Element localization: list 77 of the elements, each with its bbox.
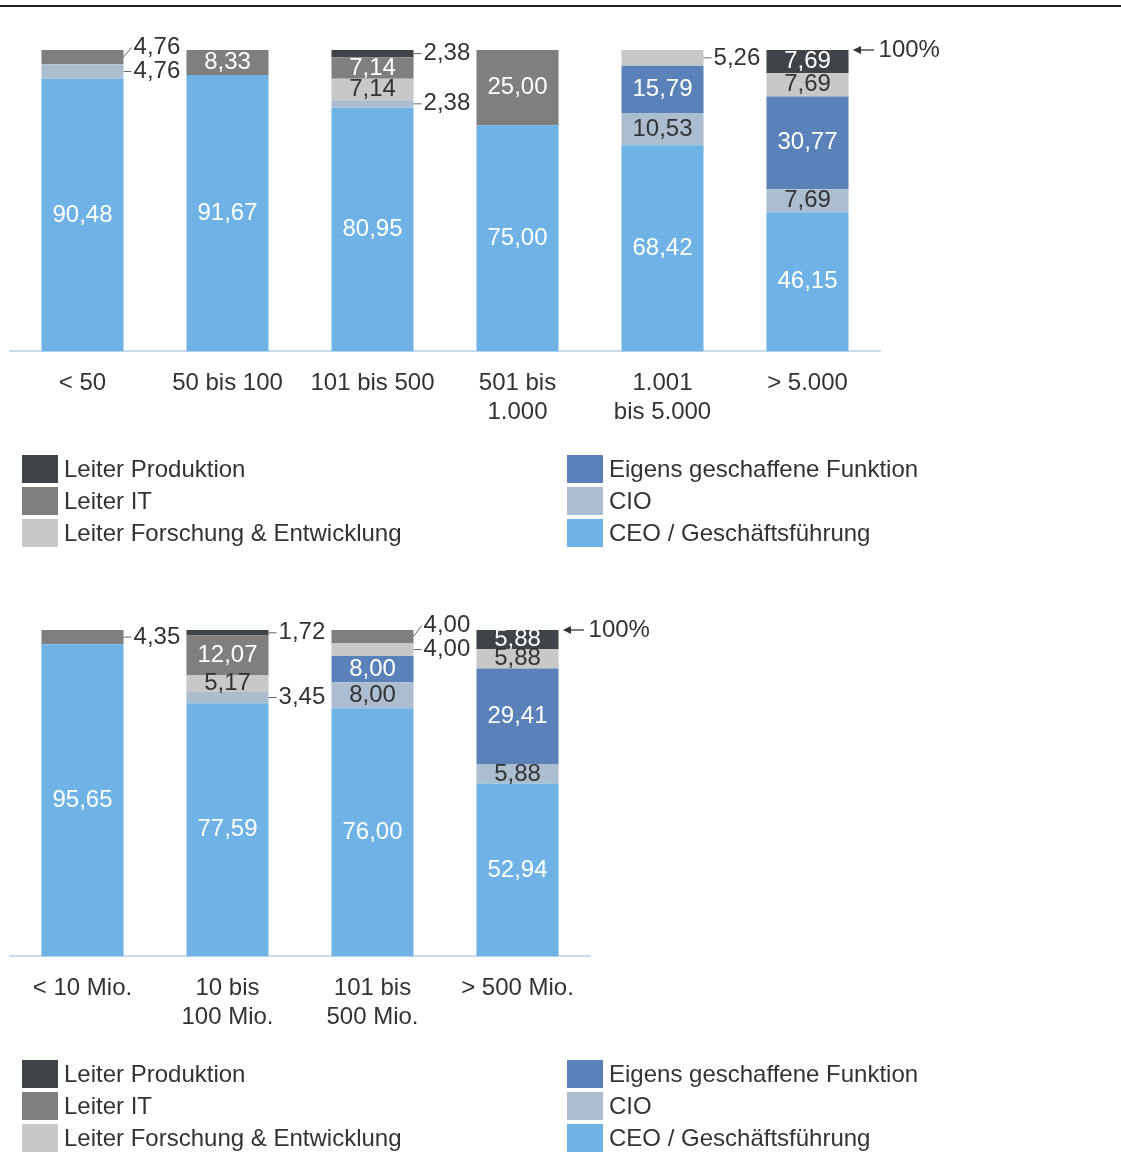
- legend-label: Eigens geschaffene Funktion: [609, 1060, 919, 1088]
- legend-label: CIO: [609, 1092, 652, 1120]
- bar: [331, 100, 414, 108]
- legend-label: Eigens geschaffene Funktion: [609, 455, 919, 483]
- bar: [476, 125, 559, 352]
- data-label: 10,53: [632, 113, 693, 141]
- data-label: 7,14: [349, 52, 396, 80]
- legend-label: CEO / Geschäftsführung: [609, 519, 871, 547]
- bar: [331, 630, 414, 644]
- data-label: 91,67: [197, 197, 258, 225]
- bar: [41, 78, 124, 352]
- legend-label: Leiter Forschung & Entwicklung: [64, 1124, 402, 1152]
- bar: [41, 64, 124, 79]
- data-label: 4,35: [133, 621, 181, 649]
- annotation: 100%: [588, 614, 650, 642]
- bar: [186, 75, 269, 352]
- legend-label: Leiter Produktion: [64, 455, 246, 483]
- data-label: 46,15: [777, 266, 838, 294]
- legend-label: CEO / Geschäftsführung: [609, 1124, 871, 1152]
- data-label: 8,33: [204, 47, 251, 75]
- data-label: 7,69: [784, 185, 831, 213]
- data-label: 29,41: [487, 701, 548, 729]
- bar: [766, 212, 849, 352]
- bar: [476, 783, 559, 957]
- bar: [186, 703, 269, 957]
- data-label: 75,00: [487, 223, 548, 250]
- bar: [331, 708, 414, 957]
- data-label: 2,38: [423, 38, 471, 66]
- data-label: 8,00: [349, 679, 396, 707]
- legend-label: Leiter IT: [64, 487, 153, 515]
- data-label: 95,65: [52, 784, 113, 812]
- x-tick-label: 50 bis 100: [172, 368, 283, 396]
- bar: [476, 50, 559, 126]
- data-label: 8,00: [349, 653, 396, 681]
- data-label: 2,38: [423, 88, 471, 116]
- legend-label: CIO: [609, 487, 652, 515]
- annotation: 100%: [878, 34, 940, 62]
- data-label: 25,00: [487, 72, 548, 100]
- bar: [331, 643, 414, 657]
- data-label: 77,59: [197, 814, 258, 842]
- data-label: 52,94: [487, 854, 548, 882]
- bar: [766, 96, 849, 190]
- bar: [186, 691, 269, 704]
- data-label: 15,79: [632, 74, 693, 102]
- x-tick-label: 501 bis 1.000: [478, 368, 557, 425]
- data-label: 80,95: [342, 214, 403, 242]
- data-label: 90,48: [52, 199, 113, 227]
- data-label: 5,88: [494, 758, 541, 786]
- x-tick-label: < 50: [58, 368, 107, 396]
- bar: [621, 145, 704, 352]
- bar: [186, 630, 269, 636]
- x-tick-label: 101 bis 500: [310, 368, 435, 396]
- data-label: 12,07: [197, 639, 258, 667]
- data-label: 3,45: [278, 682, 326, 710]
- legend-label: Leiter Produktion: [64, 1060, 246, 1088]
- bar: [621, 50, 704, 66]
- x-tick-label: < 10 Mio.: [32, 973, 133, 1001]
- x-tick-label: 10 bis 100 Mio.: [181, 973, 274, 1030]
- data-label: 5,26: [713, 42, 761, 70]
- data-label: 1,72: [278, 617, 326, 645]
- legend-label: Leiter IT: [64, 1092, 153, 1120]
- bar: [41, 644, 124, 957]
- bar: [41, 50, 124, 65]
- data-label: 76,00: [342, 816, 403, 844]
- bar: [476, 668, 559, 765]
- x-tick-label: 1.001 bis 5.000: [613, 368, 712, 425]
- bar: [41, 630, 124, 645]
- data-label: 7,69: [784, 46, 831, 74]
- x-tick-label: > 5.000: [767, 368, 848, 396]
- bar: [331, 107, 414, 352]
- bar: [331, 50, 414, 58]
- x-tick-label: 101 bis 500 Mio.: [326, 973, 419, 1030]
- data-label: 5,17: [204, 668, 251, 696]
- x-tick-label: > 500 Mio.: [461, 973, 574, 1001]
- data-label: 30,77: [777, 127, 838, 155]
- data-label: 68,42: [632, 232, 693, 260]
- legend-label: Leiter Forschung & Entwicklung: [64, 519, 402, 547]
